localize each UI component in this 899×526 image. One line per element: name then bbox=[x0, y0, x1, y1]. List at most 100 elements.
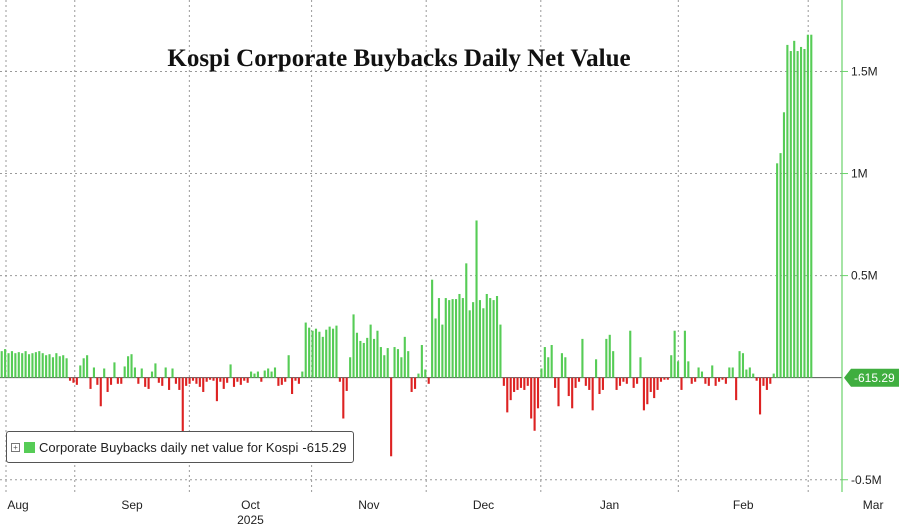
bar bbox=[683, 330, 686, 378]
bar bbox=[567, 377, 570, 397]
y-tick-label: 1M bbox=[851, 167, 868, 181]
bar bbox=[581, 338, 584, 378]
bar bbox=[195, 377, 198, 384]
bar bbox=[205, 377, 208, 382]
bar bbox=[48, 354, 51, 378]
bar bbox=[181, 377, 184, 437]
bar bbox=[31, 353, 34, 378]
bar bbox=[721, 377, 724, 380]
bar bbox=[492, 300, 495, 378]
bar bbox=[386, 348, 389, 378]
bar bbox=[82, 358, 85, 378]
bar bbox=[342, 377, 345, 419]
bar bbox=[359, 340, 362, 378]
bars bbox=[0, 34, 813, 457]
bar bbox=[7, 353, 10, 378]
legend[interactable]: + Corporate Buybacks daily net value for… bbox=[6, 431, 354, 463]
bar bbox=[229, 364, 232, 378]
bar bbox=[595, 359, 598, 378]
bar bbox=[332, 328, 335, 378]
bar bbox=[89, 377, 92, 389]
bar bbox=[321, 336, 324, 378]
bar bbox=[41, 353, 44, 378]
bar bbox=[297, 377, 300, 384]
bar bbox=[369, 324, 372, 378]
bar bbox=[75, 377, 78, 385]
bar bbox=[458, 293, 461, 378]
x-tick-label: Nov bbox=[358, 498, 379, 512]
bar bbox=[502, 377, 505, 386]
bar bbox=[454, 299, 458, 378]
bar bbox=[509, 377, 512, 401]
bar bbox=[564, 357, 567, 378]
bar bbox=[243, 377, 246, 381]
bar bbox=[588, 377, 591, 390]
bar bbox=[256, 371, 259, 378]
bar bbox=[789, 51, 792, 378]
bar bbox=[99, 377, 102, 407]
bar bbox=[560, 353, 563, 378]
bar bbox=[113, 362, 116, 378]
bar bbox=[776, 163, 779, 378]
bar bbox=[659, 377, 663, 382]
bar bbox=[188, 377, 191, 384]
bar bbox=[485, 293, 488, 378]
bar bbox=[366, 337, 369, 378]
bar bbox=[424, 369, 427, 378]
bar bbox=[530, 377, 533, 419]
bar bbox=[605, 338, 608, 378]
bar bbox=[185, 377, 188, 386]
bar bbox=[379, 347, 382, 378]
bar bbox=[27, 354, 31, 378]
y-tick-label: 0.5M bbox=[851, 269, 878, 283]
bar bbox=[96, 377, 99, 385]
bar bbox=[687, 361, 690, 378]
bar bbox=[120, 377, 123, 384]
bar bbox=[215, 377, 218, 402]
bar bbox=[656, 377, 659, 390]
bar bbox=[171, 368, 174, 378]
last-value-label: -615.29 bbox=[854, 371, 895, 385]
bar bbox=[383, 355, 386, 378]
bar bbox=[174, 377, 177, 384]
bar bbox=[478, 300, 481, 378]
bar bbox=[427, 377, 430, 384]
bar bbox=[622, 377, 625, 382]
bar bbox=[403, 336, 406, 378]
bar bbox=[738, 351, 741, 378]
bar bbox=[465, 263, 468, 378]
x-tick-label: Feb bbox=[733, 498, 754, 512]
bar bbox=[130, 354, 133, 378]
bar bbox=[444, 298, 447, 378]
bar bbox=[396, 349, 400, 378]
chart-title: Kospi Corporate Buybacks Daily Net Value bbox=[167, 45, 630, 72]
expand-icon[interactable]: + bbox=[11, 442, 20, 452]
bar bbox=[0, 351, 3, 378]
bar bbox=[724, 377, 727, 384]
bar bbox=[92, 367, 95, 378]
bar bbox=[506, 377, 509, 413]
bar bbox=[144, 377, 147, 387]
bar bbox=[239, 377, 242, 385]
bar bbox=[372, 338, 376, 378]
bar bbox=[232, 377, 236, 387]
y-tick-label: -0.5M bbox=[851, 473, 882, 487]
bar bbox=[748, 367, 751, 378]
bar bbox=[133, 367, 136, 378]
bar bbox=[649, 377, 652, 392]
legend-series-label: Corporate Buybacks daily net value for K… bbox=[39, 439, 299, 455]
bar bbox=[547, 357, 550, 378]
bar bbox=[752, 373, 755, 378]
bar bbox=[79, 365, 82, 378]
bar bbox=[137, 377, 140, 384]
bar bbox=[277, 377, 280, 386]
bar bbox=[338, 377, 341, 382]
gridlines bbox=[0, 0, 842, 492]
bar bbox=[670, 355, 673, 378]
bar bbox=[571, 377, 574, 409]
x-tick-label: Dec bbox=[473, 498, 494, 512]
bar bbox=[407, 351, 410, 378]
bar bbox=[328, 326, 331, 378]
bar bbox=[612, 351, 615, 378]
